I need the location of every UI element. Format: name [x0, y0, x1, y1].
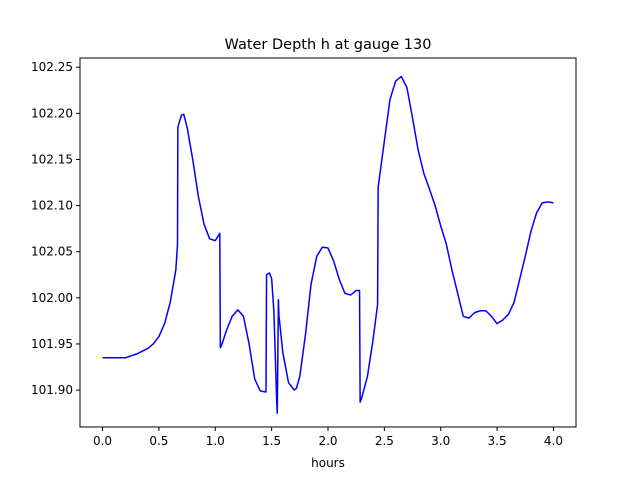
x-axis-ticks: 0.0 0.5 1.0 1.5 2.0 2.5 3.0 3.5 4.0 [93, 427, 563, 448]
x-tick-label: 3.5 [488, 434, 507, 448]
x-tick-label: 1.0 [206, 434, 225, 448]
y-tick-label: 102.05 [31, 245, 73, 259]
y-tick-label: 102.25 [31, 60, 73, 74]
plot-area-frame [79, 57, 577, 428]
x-axis-label: hours [311, 456, 345, 470]
y-tick-label: 102.15 [31, 152, 73, 166]
x-tick-label: 0.5 [149, 434, 168, 448]
series-layer [102, 75, 554, 414]
x-tick-label: 1.5 [262, 434, 281, 448]
y-tick-label: 102.00 [31, 291, 73, 305]
y-tick-label: 102.20 [31, 106, 73, 120]
x-tick-label: 4.0 [544, 434, 563, 448]
y-tick-label: 101.95 [31, 337, 73, 351]
series-line-0 [102, 75, 554, 414]
y-tick-label: 101.90 [31, 383, 73, 397]
x-tick-label: 0.0 [93, 434, 112, 448]
x-tick-label: 2.0 [318, 434, 337, 448]
chart-title: Water Depth h at gauge 130 [225, 37, 432, 53]
x-tick-label: 3.0 [431, 434, 450, 448]
y-axis-ticks: 101.90 101.95 102.00 102.05 102.10 102.15 102.… [31, 60, 80, 397]
x-tick-label: 2.5 [375, 434, 394, 448]
y-tick-label: 102.10 [31, 199, 73, 213]
